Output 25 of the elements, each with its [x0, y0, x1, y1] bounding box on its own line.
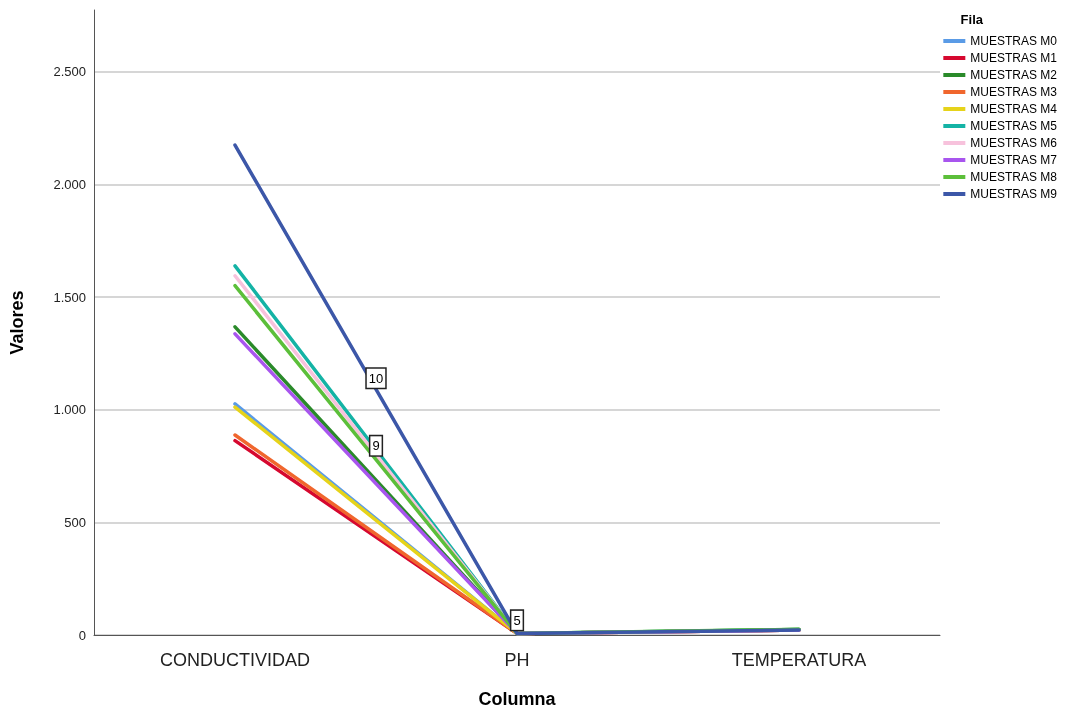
annotation: 10: [368, 370, 384, 386]
x-tick-label: TEMPERATURA: [731, 650, 867, 670]
y-tick-label: 0: [78, 627, 86, 643]
annotation: 5: [513, 612, 521, 628]
legend-label: MUESTRAS M4: [970, 102, 1058, 116]
x-tick-label: PH: [504, 650, 530, 670]
x-tick-label: CONDUCTIVIDAD: [159, 650, 311, 670]
y-tick-label: 2.500: [53, 64, 86, 80]
x-axis-title: Columna: [478, 689, 557, 709]
legend-label: MUESTRAS M0: [970, 34, 1058, 48]
legend-label: MUESTRAS M6: [970, 136, 1058, 150]
legend-label: MUESTRAS M7: [970, 153, 1058, 167]
y-tick-label: 1.000: [53, 402, 86, 418]
y-tick-label: 2.000: [53, 177, 86, 193]
y-tick-label: 500: [64, 514, 86, 530]
y-tick-label: 1.500: [53, 289, 86, 305]
legend-title: Fila: [960, 12, 984, 27]
y-axis-title: Valores: [7, 290, 27, 355]
legend-label: MUESTRAS M5: [970, 119, 1058, 133]
legend-label: MUESTRAS M3: [970, 85, 1058, 99]
legend-label: MUESTRAS M1: [970, 51, 1058, 65]
annotation: 9: [372, 438, 380, 454]
legend-label: MUESTRAS M2: [970, 68, 1058, 82]
legend-label: MUESTRAS M9: [970, 187, 1058, 201]
legend-label: MUESTRAS M8: [970, 170, 1058, 184]
